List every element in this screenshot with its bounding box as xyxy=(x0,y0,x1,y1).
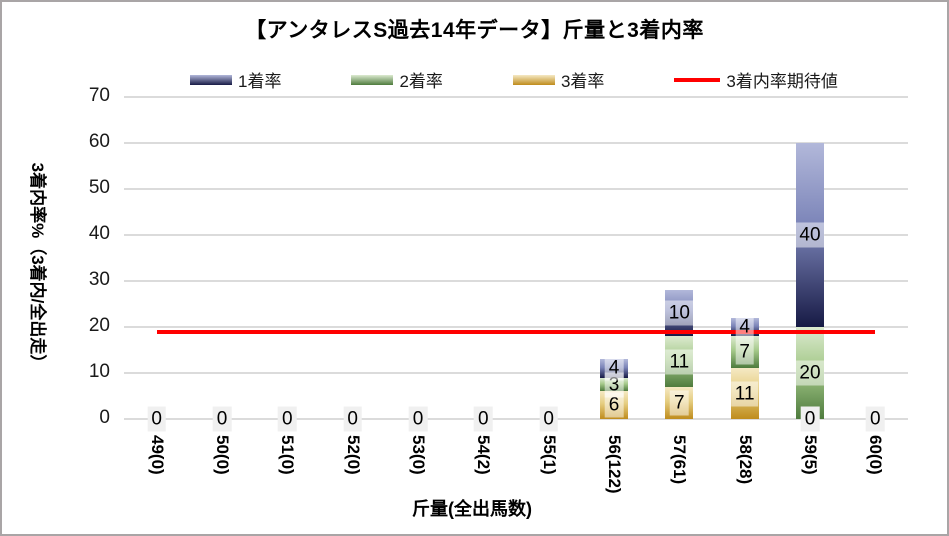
gridline xyxy=(124,280,908,282)
x-category-label: 56(122) xyxy=(605,435,624,494)
data-label: 7 xyxy=(735,339,754,365)
y-tick-label: 10 xyxy=(88,361,110,382)
legend-item-third-place: 3着率 xyxy=(512,67,605,92)
gridline xyxy=(124,326,908,328)
zero-data-label: 0 xyxy=(474,406,493,432)
x-category-label: 53(0) xyxy=(409,435,428,475)
gridline xyxy=(124,142,908,144)
data-label: 4 xyxy=(604,355,624,381)
y-tick-label: 40 xyxy=(88,223,110,244)
x-category-label: 57(61) xyxy=(670,435,690,485)
y-tick-label: 0 xyxy=(99,407,110,428)
x-category-label: 50(0) xyxy=(213,435,232,475)
zero-data-label: 0 xyxy=(147,406,166,432)
x-category-label: 52(0) xyxy=(343,435,363,475)
data-label: 7 xyxy=(670,390,689,416)
first-place-swatch-icon xyxy=(190,74,232,85)
data-label: 20 xyxy=(795,360,825,386)
x-category-label: 59(5) xyxy=(801,435,820,475)
x-category-label: 55(1) xyxy=(539,435,559,475)
y-tick-label: 30 xyxy=(88,269,110,290)
data-label: 40 xyxy=(795,222,825,248)
data-label: 11 xyxy=(665,349,694,374)
y-tick-label: 20 xyxy=(88,315,110,336)
legend-label-first-place: 1着率 xyxy=(238,72,282,91)
gridline xyxy=(124,188,908,190)
gridline xyxy=(124,96,908,98)
gridline xyxy=(124,418,908,420)
x-category-label: 51(0) xyxy=(278,435,298,475)
expected-line xyxy=(156,329,876,334)
x-category-label: 54(2) xyxy=(474,435,494,475)
legend-item-second-place: 2着率 xyxy=(351,67,443,92)
expected-line-swatch-icon xyxy=(674,77,721,82)
y-tick-label: 60 xyxy=(88,131,110,152)
chart-title: 【アンタレスS過去14年データ】斤量と3着内率 xyxy=(245,19,704,42)
y-tick-label: 70 xyxy=(88,85,110,106)
second-place-swatch-icon xyxy=(351,74,394,85)
zero-data-label: 0 xyxy=(408,406,428,432)
legend-label-expected-line: 3着内率期待値 xyxy=(726,72,838,91)
gridline xyxy=(124,372,908,374)
y-tick-label: 50 xyxy=(88,177,110,198)
zero-data-label: 0 xyxy=(866,406,885,432)
gridline xyxy=(124,234,908,236)
data-label: 11 xyxy=(730,381,759,407)
legend-label-second-place: 2着率 xyxy=(399,72,443,91)
x-category-label: 58(28) xyxy=(735,435,755,485)
data-label: 10 xyxy=(664,300,694,326)
legend-item-expected-line: 3着内率期待値 xyxy=(674,67,838,92)
zero-data-label: 0 xyxy=(539,406,558,432)
legend-item-first-place: 1着率 xyxy=(190,67,281,92)
x-category-label: 60(0) xyxy=(866,435,886,475)
data-label: 4 xyxy=(735,314,754,340)
zero-data-label: 0 xyxy=(278,406,297,432)
zero-data-label: 0 xyxy=(800,406,820,432)
third-place-swatch-icon xyxy=(512,74,555,85)
x-category-label: 49(0) xyxy=(147,435,167,475)
legend-label-third-place: 3着率 xyxy=(560,72,605,91)
x-axis-title: 斤量(全出馬数) xyxy=(412,499,532,519)
data-label: 6 xyxy=(604,392,624,418)
zero-data-label: 0 xyxy=(343,406,362,432)
zero-data-label: 0 xyxy=(212,406,232,432)
plot-area: 0 0 0 0 0 0 0 6 3 4 7 11 10 11 7 4 20 40 0 0 xyxy=(124,96,908,432)
legend: 1着率 2着率 3着率 3着内率期待値 xyxy=(190,67,838,92)
